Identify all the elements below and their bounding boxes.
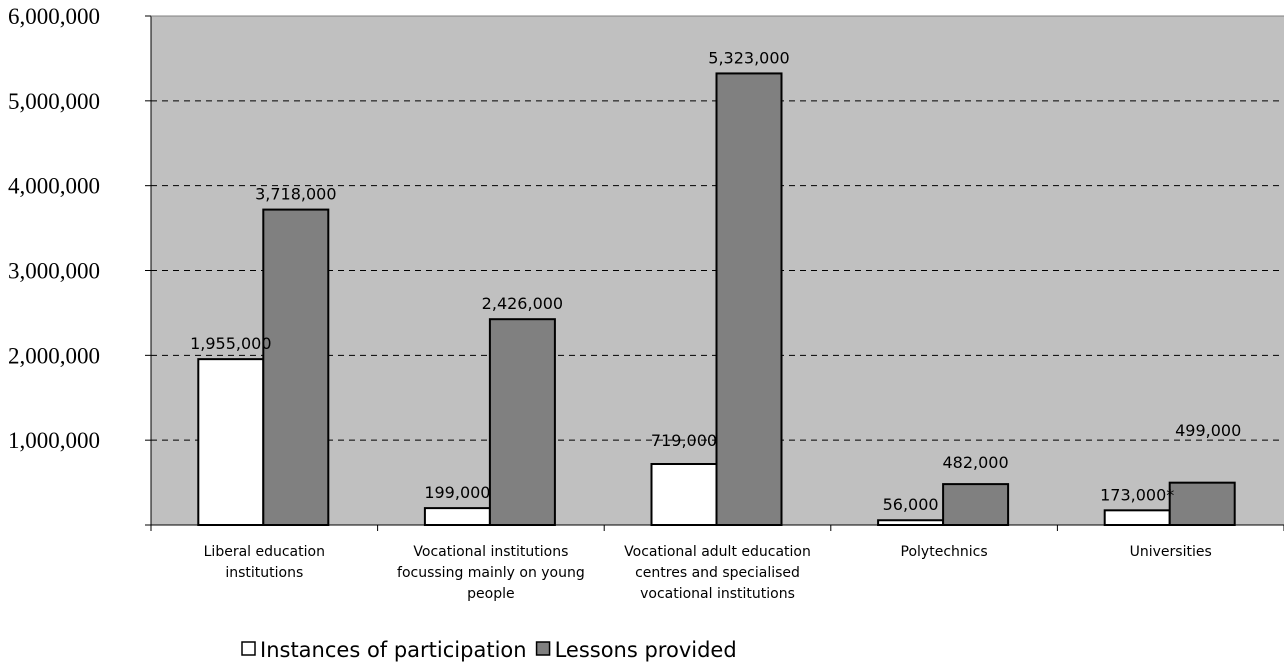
- bar-lessons-provided: [488, 318, 556, 526]
- y-tick-label: 4,000,000: [8, 174, 100, 199]
- bar-instances-of-participation: [877, 519, 945, 526]
- legend-label: Lessons provided: [555, 638, 737, 662]
- data-label: 2,426,000: [482, 294, 563, 313]
- data-label: 3,718,000: [255, 185, 336, 204]
- legend: Instances of participation Lessons provid…: [241, 638, 737, 662]
- bar-instances-of-participation: [1103, 509, 1171, 526]
- data-label: 5,323,000: [708, 48, 789, 67]
- bar-lessons-provided: [942, 483, 1010, 526]
- x-category-label: Liberal education: [204, 544, 325, 560]
- x-category-label: Polytechnics: [901, 544, 988, 560]
- bar-instances-of-participation: [423, 507, 491, 526]
- data-label: 199,000: [424, 483, 490, 502]
- x-category-label: Vocational adult education: [624, 544, 811, 560]
- legend-swatch: [241, 641, 256, 656]
- x-category-label: institutions: [225, 565, 303, 581]
- data-label: 482,000: [943, 453, 1009, 472]
- x-category-label: centres and specialised: [635, 565, 800, 581]
- y-tick-label: 5,000,000: [8, 89, 100, 114]
- data-label: 719,000: [651, 431, 717, 450]
- bar-lessons-provided: [262, 208, 330, 526]
- data-label: 173,000*: [1100, 485, 1174, 504]
- bar-instances-of-participation: [650, 463, 718, 526]
- bar-lessons-provided: [715, 72, 783, 527]
- data-labels: 1,955,000 3,718,000 199,000 2,426,000 719,00…: [190, 48, 1241, 514]
- legend-swatch: [535, 641, 551, 656]
- x-category-label: Vocational institutions: [413, 544, 568, 560]
- y-tick-label: 6,000,000: [8, 4, 100, 29]
- legend-label: Instances of participation: [260, 638, 527, 662]
- data-label: 499,000: [1175, 421, 1241, 440]
- y-axis-ticks: 1,000,000 2,000,000 3,000,000 4,000,000 5,00…: [8, 4, 151, 526]
- data-label: 1,955,000: [190, 334, 271, 353]
- x-category-label: people: [467, 586, 514, 602]
- bar-lessons-provided: [1168, 481, 1236, 526]
- x-category-label: Universities: [1130, 544, 1212, 560]
- bars: [197, 72, 1236, 527]
- y-tick-label: 2,000,000: [8, 343, 100, 368]
- bar-instances-of-participation: [197, 358, 265, 527]
- x-category-label: vocational institutions: [640, 586, 795, 602]
- data-label: 56,000: [883, 495, 939, 514]
- y-tick-label: 1,000,000: [8, 428, 100, 453]
- x-axis-categories: Liberal education institutions Vocational …: [150, 525, 1284, 602]
- x-category-label: focussing mainly on young: [397, 565, 585, 581]
- y-tick-label: 3,000,000: [8, 259, 100, 284]
